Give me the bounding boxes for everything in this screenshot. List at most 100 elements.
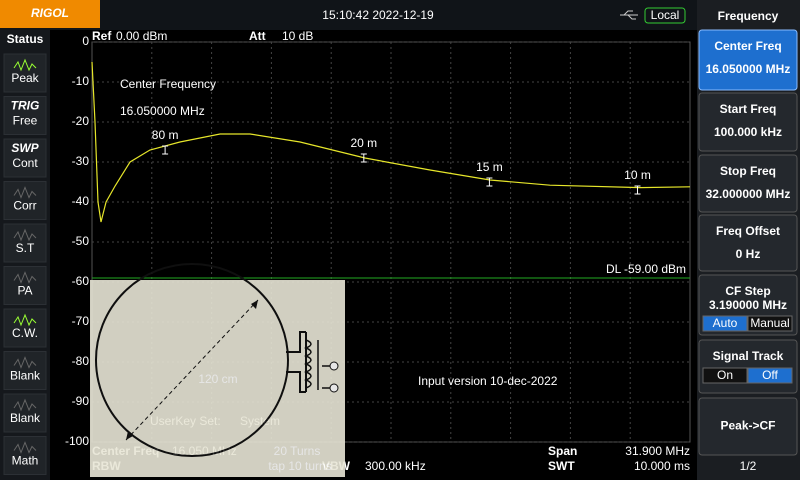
menu-button[interactable]: Start Freq 100.000 kHz: [698, 92, 798, 152]
option: [702, 315, 748, 332]
coil: [303, 339, 330, 390]
menu-button[interactable]: Freq Offset 0 Hz: [698, 214, 798, 272]
button-value: 100.000 kHz: [714, 125, 782, 139]
button-value: 3.190000 MHz: [709, 298, 787, 312]
option-label: On: [717, 368, 733, 382]
option-label: Manual: [750, 316, 789, 330]
status-icon: [13, 313, 37, 327]
option: [702, 367, 748, 384]
marker: [634, 185, 641, 195]
y-tick-label: 0: [82, 34, 89, 48]
att-value: 10 dB: [282, 29, 313, 43]
footer-label: Span: [548, 444, 577, 458]
annotation: 16.050000 MHz: [120, 104, 205, 118]
status-icon: [13, 58, 37, 72]
y-tick-label: -80: [72, 354, 90, 368]
dl-label: DL: [606, 262, 622, 276]
status-label: S.T: [16, 241, 35, 255]
status-item: [3, 96, 47, 135]
y-tick-label: -50: [72, 234, 90, 248]
top-bar: [0, 0, 697, 30]
footer-value: 10.000 ms: [634, 459, 690, 473]
y-tick-label: -90: [72, 394, 90, 408]
diagram-background: [90, 280, 345, 477]
status-label: Free: [13, 114, 38, 128]
annotation: Input version 10-dec-2022: [418, 374, 558, 388]
y-tick-label: -60: [72, 274, 90, 288]
ref-label: Ref: [92, 29, 112, 43]
button-label: Start Freq: [720, 102, 777, 116]
y-tick-label: -100: [65, 434, 89, 448]
button-value: 32.000000 MHz: [706, 187, 791, 201]
y-tick-label: -70: [72, 314, 90, 328]
option-label: Auto: [713, 316, 738, 330]
button-value: 16.050000 MHz: [706, 62, 791, 76]
status-icon: [13, 271, 37, 284]
footer-label: SWT: [548, 459, 575, 473]
button-frame: [698, 339, 798, 394]
logo: RIGOL: [31, 6, 69, 20]
annotation: Center Frequency: [120, 77, 216, 91]
button-label: CF Step: [725, 284, 770, 298]
local-badge: [644, 7, 686, 24]
loop: [95, 263, 289, 457]
button-value: 0 Hz: [736, 247, 761, 261]
status-icon: [13, 441, 37, 454]
usb-icon: [620, 10, 638, 20]
status-icon: [13, 356, 37, 369]
marker-label: 10 m: [624, 168, 651, 182]
button-label: Freq Offset: [716, 224, 780, 238]
y-tick-label: -10: [72, 74, 90, 88]
status-item: [3, 138, 47, 178]
status-title: Status: [7, 32, 44, 46]
datetime: 15:10:42 2022-12-19: [322, 8, 434, 22]
y-tick-label: -30: [72, 154, 90, 168]
marker: [360, 153, 367, 163]
status-label: Peak: [11, 71, 39, 85]
trace: [91, 61, 691, 223]
menu-button[interactable]: Center Freq 16.050000 MHz: [698, 29, 798, 91]
ref-value: 0.00 dBm: [116, 29, 167, 43]
terminal: [329, 383, 339, 393]
button-label: Center Freq: [714, 39, 781, 53]
status-icon: [13, 186, 37, 199]
button-frame: [698, 92, 798, 152]
status-icon: [13, 228, 37, 242]
menu-button[interactable]: Peak->CF: [698, 397, 798, 456]
marker-label: 20 m: [350, 136, 377, 150]
status-label: Corr: [13, 199, 36, 213]
marker-label: 15 m: [476, 160, 503, 174]
status-top: SWP: [11, 141, 39, 155]
button-frame: [698, 214, 798, 272]
menu-title: Frequency: [718, 9, 779, 23]
y-tick-label: -20: [72, 114, 90, 128]
status-label: PA: [17, 284, 32, 298]
option: [747, 315, 793, 332]
status-label: C.W.: [12, 326, 38, 340]
logo-box: [0, 0, 100, 28]
button-label: Stop Freq: [720, 164, 776, 178]
option: [747, 367, 793, 384]
att-label: Att: [249, 29, 266, 43]
menu-button[interactable]: Signal Track On Off: [698, 339, 798, 394]
button-frame: [698, 397, 798, 456]
marker: [486, 177, 493, 187]
menu-page: 1/2: [740, 459, 757, 473]
status-label: Cont: [12, 156, 38, 170]
diagram-label: 120 cm: [198, 372, 237, 386]
y-tick-label: -40: [72, 194, 90, 208]
feed: [286, 331, 307, 393]
status-label: Blank: [10, 411, 41, 425]
diagram-label: tap 10 turns: [268, 459, 331, 473]
remote-status: Local: [651, 8, 680, 22]
button-frame: [698, 29, 798, 91]
status-icon: [13, 398, 37, 412]
diagram-label: 20 Turns: [274, 444, 321, 458]
button-frame: [698, 154, 798, 213]
menu-button[interactable]: Stop Freq 32.000000 MHz: [698, 154, 798, 213]
button-label: Signal Track: [713, 349, 784, 363]
footer-value: 31.900 MHz: [625, 444, 690, 458]
